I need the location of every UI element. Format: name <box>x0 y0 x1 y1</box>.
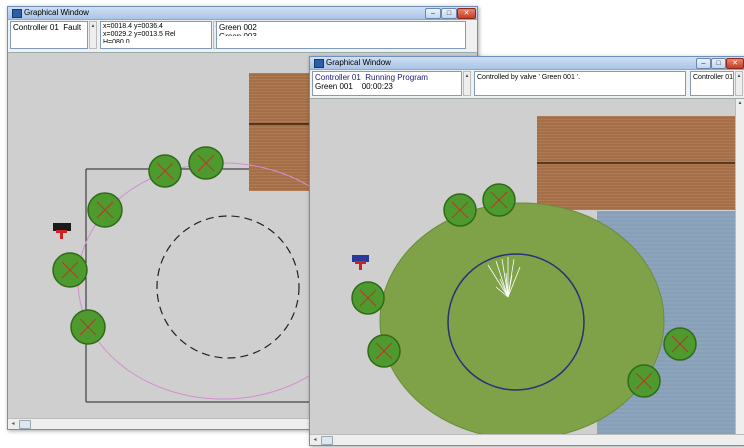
controller-state: Running Program <box>365 73 428 82</box>
controller-status-panel: Controller 01 Running Program Green 001 … <box>312 71 462 96</box>
close-icon[interactable]: ✕ <box>726 58 744 69</box>
coordinates-panel: x=0018.4 y=0036.4 x=0029.2 y=0013.5 Rel … <box>100 21 212 49</box>
coords-line-3: H=080.0 <box>103 39 130 43</box>
vertical-scrollbar[interactable]: ▲ <box>735 99 744 435</box>
coords-line-2: x=0029.2 y=0013.5 Rel <box>103 31 176 38</box>
run-timer: 00:00:23 <box>361 82 393 91</box>
tree-icon <box>482 183 516 217</box>
scroll-thumb[interactable] <box>321 436 333 445</box>
sprinkler-coverage-circle <box>156 215 300 359</box>
window-title: Graphical Window <box>24 8 89 17</box>
scroll-thumb[interactable] <box>19 420 31 429</box>
tree-icon <box>52 252 88 288</box>
zone-list-item[interactable]: Green 002 <box>219 23 257 32</box>
tree-icon <box>188 146 224 180</box>
horizontal-scrollbar[interactable]: ◂ <box>8 418 477 429</box>
scroll-arrow-icon[interactable]: ▲ <box>89 21 97 49</box>
scroll-arrow-icon[interactable]: ▲ <box>463 71 471 96</box>
window-titlebar[interactable]: Graphical Window – □ ✕ <box>8 7 477 20</box>
scroll-arrow-icon[interactable]: ▲ <box>735 71 743 96</box>
close-icon[interactable]: ✕ <box>457 8 476 19</box>
scroll-arrow-icon[interactable]: ◂ <box>313 437 317 443</box>
controller-icon[interactable] <box>53 223 71 239</box>
controller-status-panel: Controller 01 Fault <box>10 21 88 49</box>
tree-icon <box>443 193 477 227</box>
sprinkler-spray-icon <box>487 257 521 298</box>
tree-icon <box>351 281 385 315</box>
garden-map <box>351 116 736 439</box>
zone-list-item[interactable]: Green 003 <box>219 32 463 36</box>
maximize-icon[interactable]: □ <box>711 58 726 69</box>
controller-selector[interactable]: Controller 01 <box>690 71 734 96</box>
app-icon <box>12 9 22 18</box>
sprinkler-coverage-circle <box>447 253 585 391</box>
scroll-arrow-icon[interactable]: ▲ <box>737 100 743 106</box>
tree-icon <box>663 327 697 361</box>
window-titlebar[interactable]: Graphical Window – □ ✕ <box>310 57 744 70</box>
map-canvas[interactable]: ▲ ◂ <box>310 99 744 445</box>
tree-icon <box>367 334 401 368</box>
scroll-arrow-icon[interactable]: ◂ <box>11 421 15 427</box>
tree-icon <box>627 364 661 398</box>
status-message: Controlled by valve ' Green 001 '. <box>477 74 581 81</box>
coords-line-1: x=0018.4 y=0036.4 <box>103 23 163 30</box>
lawn-zone-green-001[interactable] <box>379 202 665 439</box>
zone-list-panel[interactable]: Green 002 Green 003 <box>216 21 466 49</box>
active-zone: Green 001 <box>315 82 353 91</box>
minimize-icon[interactable]: – <box>696 58 711 69</box>
tree-icon <box>87 192 123 228</box>
controller-selector-label: Controller 01 <box>693 74 734 81</box>
controller-name: Controller 01 <box>315 73 361 82</box>
controller-name: Controller 01 <box>13 23 59 32</box>
controller-icon[interactable] <box>352 255 369 270</box>
info-bar: Controller 01 Running Program Green 001 … <box>310 70 744 99</box>
message-panel: Controlled by valve ' Green 001 '. <box>474 71 686 96</box>
tree-icon <box>70 309 106 345</box>
graphical-window-front: Graphical Window – □ ✕ Controller 01 Run… <box>309 56 744 446</box>
maximize-icon[interactable]: □ <box>441 8 457 19</box>
window-title: Graphical Window <box>326 58 391 67</box>
controller-state: Fault <box>63 23 82 32</box>
app-icon <box>314 59 324 68</box>
info-bar: Controller 01 Fault ▲ x=0018.4 y=0036.4 … <box>8 20 477 53</box>
minimize-icon[interactable]: – <box>425 8 441 19</box>
tree-icon <box>148 154 182 188</box>
horizontal-scrollbar[interactable]: ◂ <box>310 434 744 445</box>
